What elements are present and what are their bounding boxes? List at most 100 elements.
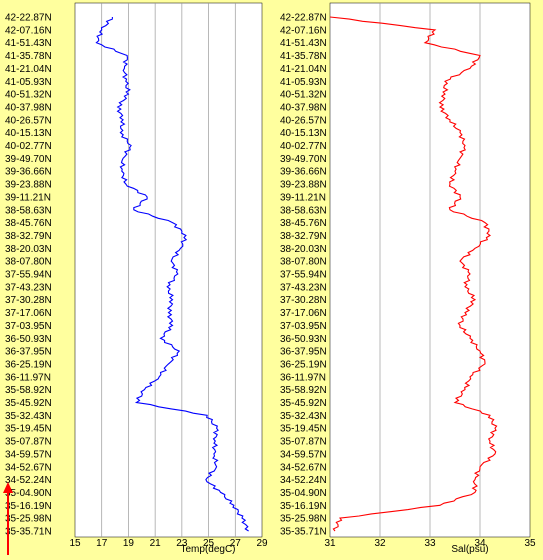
sal-latitude-label: 39-11.21N (280, 192, 326, 203)
sal-latitude-label: 34-59.57N (280, 449, 327, 460)
temp-latitude-label: 41-21.04N (5, 64, 52, 75)
sal-latitude-label: 35-04.90N (280, 488, 327, 499)
temp-latitude-label: 37-30.28N (5, 295, 52, 306)
temp-latitude-label: 34-52.67N (5, 462, 52, 473)
sal-latitude-label: 40-26.57N (280, 115, 327, 126)
temp-latitude-label: 35-25.98N (5, 514, 52, 525)
sal-latitude-label: 37-03.95N (280, 321, 327, 332)
sal-latitude-label: 38-07.80N (280, 257, 327, 268)
sal-latitude-label: 42-07.16N (280, 25, 327, 36)
temp-x-tick-label: 21 (150, 538, 162, 549)
temp-latitude-label: 37-55.94N (5, 270, 52, 281)
temp-x-tick-label: 25 (203, 538, 215, 549)
sal-latitude-label: 39-23.88N (280, 180, 327, 191)
temp-latitude-label: 34-59.57N (5, 449, 52, 460)
temp-x-tick-label: 29 (256, 538, 268, 549)
sal-latitude-label: 37-17.06N (280, 308, 327, 319)
temp-latitude-label: 35-19.45N (5, 424, 52, 435)
sal-latitude-label: 39-36.66N (280, 167, 327, 178)
sal-latitude-label: 41-35.78N (280, 51, 327, 62)
temp-latitude-label: 36-37.95N (5, 347, 52, 358)
temp-latitude-label: 34-52.24N (5, 475, 52, 486)
sal-latitude-label: 36-50.93N (280, 334, 327, 345)
sal-latitude-label: 36-25.19N (280, 359, 327, 370)
temp-latitude-label: 39-23.88N (5, 180, 52, 191)
sal-latitude-label: 37-43.23N (280, 282, 327, 293)
temp-latitude-label: 36-11.97N (5, 372, 51, 383)
temp-x-tick-label: 23 (176, 538, 188, 549)
temp-latitude-label: 39-49.70N (5, 154, 52, 165)
sal-tick-labels: 31 32 33 34 35 (324, 538, 536, 549)
sal-latitude-label: 40-51.32N (280, 90, 327, 101)
temp-latitude-label: 36-50.93N (5, 334, 52, 345)
sal-x-tick-label: 32 (374, 538, 386, 549)
temp-series-line (95, 16, 249, 532)
sal-latitude-label: 40-37.98N (280, 102, 327, 113)
sal-latitude-label: 35-07.87N (280, 437, 327, 448)
sal-grid (379, 3, 481, 537)
sal-x-tick-label: 31 (324, 538, 336, 549)
temp-latitude-label: 38-20.03N (5, 244, 52, 255)
sal-latitude-label: 34-52.67N (280, 462, 327, 473)
temp-latitude-label: 40-51.32N (5, 90, 52, 101)
temp-latitude-label: 38-07.80N (5, 257, 52, 268)
temp-latitude-label: 35-16.19N (5, 501, 52, 512)
sal-latitude-label: 36-37.95N (280, 347, 327, 358)
temp-latitude-label: 41-05.93N (5, 77, 52, 88)
temp-latitude-label: 35-45.92N (5, 398, 52, 409)
sal-latitude-label: 38-45.76N (280, 218, 327, 229)
temp-latitude-label: 41-51.43N (5, 38, 52, 49)
direction-arrow-icon (3, 482, 13, 555)
temp-latitude-label: 37-17.06N (5, 308, 52, 319)
temp-x-tick-label: 19 (123, 538, 135, 549)
sal-latitude-label: 41-51.43N (280, 38, 327, 49)
temp-latitude-label: 40-15.13N (5, 128, 52, 139)
sal-latitude-label: 38-58.63N (280, 205, 327, 216)
sal-latitude-label: 35-45.92N (280, 398, 327, 409)
temp-x-tick-label: 15 (69, 538, 81, 549)
temp-grid (101, 3, 236, 537)
temp-latitude-label: 35-58.92N (5, 385, 52, 396)
temp-latitude-label: 38-32.79N (5, 231, 52, 242)
temp-latitude-label: 35-04.90N (5, 488, 52, 499)
temp-latitude-label: 39-36.66N (5, 167, 52, 178)
sal-series-line (329, 16, 498, 532)
sal-latitude-label: 35-35.71N (280, 527, 327, 538)
temp-latitude-label: 42-07.16N (5, 25, 52, 36)
sal-latitude-label: 41-05.93N (280, 77, 327, 88)
temp-latitude-label: 36-25.19N (5, 359, 52, 370)
temp-x-tick-label: 27 (230, 538, 242, 549)
sal-latitude-label: 37-55.94N (280, 270, 327, 281)
sal-latitude-label: 35-19.45N (280, 424, 327, 435)
temp-latitude-label: 38-58.63N (5, 205, 52, 216)
temp-latitude-label: 37-03.95N (5, 321, 52, 332)
temp-latitude-label: 41-35.78N (5, 51, 52, 62)
sal-latitude-label: 36-11.97N (280, 372, 326, 383)
sal-latitude-label: 35-16.19N (280, 501, 327, 512)
temp-latitude-label: 40-37.98N (5, 102, 52, 113)
sal-latitude-label: 40-15.13N (280, 128, 327, 139)
sal-latitude-label: 35-32.43N (280, 411, 327, 422)
sal-latitude-label: 39-49.70N (280, 154, 327, 165)
sal-latitude-label: 40-02.77N (280, 141, 327, 152)
temp-tick-labels: 15 17 19 21 23 25 27 29 (69, 538, 268, 549)
sal-axis-label: Sal(psu) (451, 544, 488, 555)
sal-x-tick-label: 34 (474, 538, 486, 549)
temp-latitude-label: 35-32.43N (5, 411, 52, 422)
sal-latitude-label: 41-21.04N (280, 64, 327, 75)
sal-latitude-label: 35-25.98N (280, 514, 327, 525)
sal-x-tick-label: 33 (424, 538, 436, 549)
temp-latitude-label: 39-11.21N (5, 192, 51, 203)
temp-latitude-label: 40-02.77N (5, 141, 52, 152)
sal-x-tick-label: 35 (524, 538, 536, 549)
temp-latitude-label: 38-45.76N (5, 218, 52, 229)
temp-axis-label: Temp(degC) (180, 544, 235, 555)
temp-latitude-label: 35-07.87N (5, 437, 52, 448)
temp-plot-area (74, 2, 263, 538)
sal-latitude-label: 42-22.87N (280, 13, 327, 24)
